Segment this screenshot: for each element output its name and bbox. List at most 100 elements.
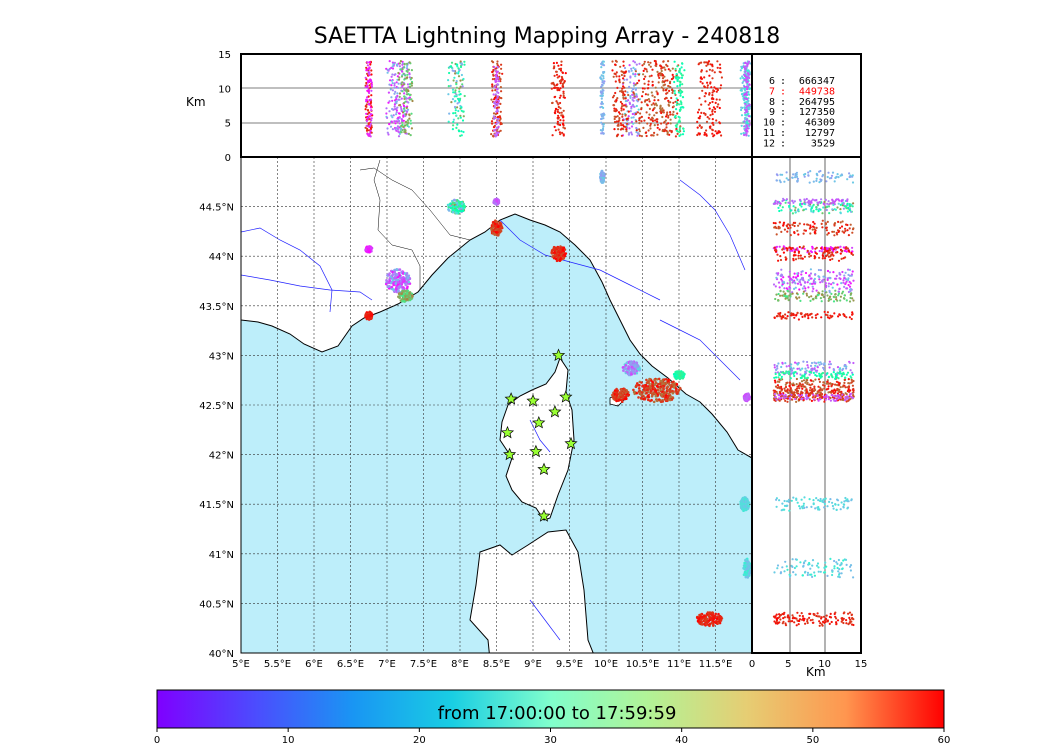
right-source-point — [797, 250, 801, 253]
top-source-point — [411, 99, 414, 103]
right-source-point — [829, 258, 832, 261]
top-source-point — [454, 109, 457, 112]
top-source-point — [746, 75, 749, 78]
top-source-point — [647, 116, 650, 119]
top-source-point — [665, 97, 668, 100]
top-source-point — [681, 83, 684, 86]
map-source-point — [654, 381, 658, 385]
right-source-point — [845, 278, 848, 281]
map-source-point — [388, 272, 391, 275]
station-markers — [500, 348, 578, 522]
map-source-point — [638, 367, 642, 371]
map-source-point — [633, 372, 637, 375]
top-source-point — [496, 104, 499, 107]
top-source-point — [712, 123, 715, 126]
right-source-point — [782, 245, 785, 248]
right-source-point — [821, 219, 824, 222]
top-source-point — [494, 128, 497, 131]
right-source-point — [839, 208, 842, 211]
right-source-point — [773, 246, 776, 249]
right-source-point — [839, 386, 842, 389]
top-source-point — [602, 117, 605, 120]
right-source-point — [791, 176, 794, 179]
right-source-point — [851, 231, 854, 234]
top-source-point — [393, 86, 396, 89]
top-source-point — [640, 120, 643, 123]
top-source-point — [635, 99, 638, 102]
top-source-point — [708, 74, 711, 77]
sardinia-island — [469, 529, 594, 653]
top-source-point — [601, 79, 604, 82]
top-source-point — [491, 78, 494, 81]
top-source-point — [666, 79, 669, 82]
right-source-point — [851, 380, 854, 383]
map-source-point — [678, 374, 681, 378]
top-source-point — [370, 85, 373, 88]
top-source-point — [681, 90, 684, 93]
top-source-point — [448, 71, 451, 75]
top-source-point — [635, 131, 638, 134]
right-source-point — [851, 297, 854, 300]
top-source-point — [643, 77, 646, 81]
top-source-point — [630, 90, 634, 93]
top-source-point — [711, 132, 714, 135]
top-lightning-sources — [364, 59, 752, 138]
map-source-point — [646, 380, 650, 384]
right-source-point — [810, 312, 813, 315]
right-source-point — [847, 206, 850, 209]
top-source-point — [447, 85, 450, 88]
right-source-point — [852, 279, 855, 282]
right-source-point — [844, 205, 847, 208]
right-source-point — [781, 206, 784, 209]
right-source-point — [782, 276, 785, 279]
right-source-point — [837, 220, 840, 223]
right-source-point — [845, 316, 848, 319]
top-source-point — [674, 67, 677, 71]
top-source-point — [401, 129, 404, 132]
top-source-point — [617, 128, 620, 131]
top-source-point — [705, 64, 708, 67]
map-source-point — [447, 209, 451, 212]
right-source-point — [827, 385, 830, 388]
right-source-point — [838, 277, 841, 280]
right-source-point — [780, 209, 783, 212]
top-source-point — [396, 106, 399, 109]
top-source-point — [632, 96, 635, 99]
top-source-point — [746, 104, 749, 108]
right-source-point — [850, 251, 853, 255]
top-source-point — [458, 69, 461, 72]
top-source-point — [622, 92, 625, 95]
top-source-point — [703, 133, 706, 136]
top-source-point — [620, 124, 623, 127]
right-source-point — [810, 201, 813, 204]
top-source-point — [664, 119, 667, 122]
top-source-point — [452, 120, 455, 124]
map-source-point — [704, 619, 707, 622]
map-source-point — [716, 621, 720, 625]
top-source-point — [492, 68, 495, 72]
top-source-point — [718, 122, 722, 125]
top-source-point — [396, 128, 400, 131]
top-source-point — [740, 89, 744, 92]
top-source-point — [632, 82, 636, 85]
right-source-point — [832, 392, 836, 395]
top-source-point — [704, 112, 707, 116]
right-source-point — [828, 212, 831, 215]
top-source-point — [408, 73, 411, 76]
top-source-point — [602, 132, 605, 135]
right-source-point — [847, 382, 850, 385]
right-source-point — [809, 282, 812, 285]
right-source-point — [807, 314, 810, 317]
top-source-point — [658, 128, 661, 131]
top-source-point — [602, 125, 605, 128]
right-source-point — [816, 390, 819, 393]
map-source-point — [706, 621, 709, 624]
right-source-point — [827, 391, 830, 394]
legend-station-count: 11 — [763, 128, 775, 139]
top-source-point — [679, 108, 682, 111]
top-source-point — [395, 120, 398, 123]
top-source-point — [556, 108, 560, 111]
map-source-point — [461, 209, 465, 212]
top-source-point — [668, 89, 671, 92]
top-source-point — [678, 70, 681, 73]
